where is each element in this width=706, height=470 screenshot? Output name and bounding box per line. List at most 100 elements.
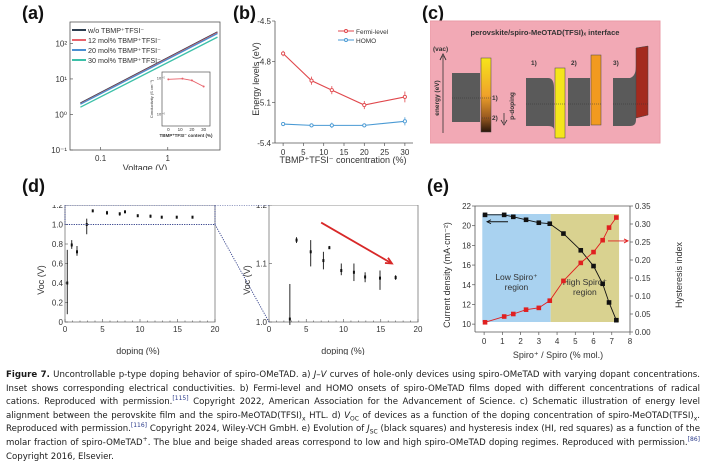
diagram-title: perovskite/spiro-MeOTAD(TFSI)ₓ interface <box>471 28 620 37</box>
y-axis-title-left: Current density (mA·cm⁻²) <box>442 222 452 328</box>
y-axis-title-left: Voc (V) <box>36 265 46 295</box>
inset-data-point <box>202 85 205 88</box>
x-tick-label: 5 <box>100 325 105 334</box>
x-tick-label: 1 <box>166 154 171 163</box>
data-point <box>501 212 507 218</box>
caption-jv: J–V <box>313 370 327 380</box>
perovskite-bent-band-3 <box>613 66 636 126</box>
reference-link[interactable]: [116] <box>130 422 148 430</box>
zoom-region-box <box>64 205 216 225</box>
x-tick-label: 5 <box>301 148 306 157</box>
series-line <box>80 32 218 105</box>
x-tick-label: 20 <box>414 325 423 334</box>
data-point <box>606 225 612 230</box>
conductivity-inset: 0 10 20 30 10⁻⁵ 10⁻⁶ TBMP⁺TFSI⁻ content (%) C… <box>149 71 213 138</box>
subscript: OC <box>350 415 359 423</box>
legend-label: w/o TBMP⁺TFSI⁻ <box>87 26 144 35</box>
y-tick-label: -5.1 <box>257 98 271 107</box>
data-point <box>482 319 488 325</box>
x-tick-label: 1 <box>500 337 505 346</box>
series-line <box>282 53 405 106</box>
data-point <box>536 305 542 311</box>
caption-text: Copyright 2022, American Association for… <box>6 397 700 421</box>
perovskite-block-case-2 <box>568 78 590 126</box>
x-tick-label: 0 <box>281 148 286 157</box>
data-point <box>70 243 73 247</box>
data-point <box>136 214 139 218</box>
plot-frame <box>64 205 216 323</box>
x-tick-label: 2 <box>518 337 523 346</box>
caption-text: . The blue and beige shaded areas corres… <box>147 437 688 448</box>
inset-x-tick-label: 0 <box>167 127 170 132</box>
data-point <box>76 250 78 254</box>
x-axis-title-left: doping (%) <box>116 346 160 355</box>
data-point <box>281 51 286 56</box>
y-tick-label-left: 14 <box>462 281 471 290</box>
y-tick-label: -4.8 <box>257 58 271 67</box>
x-tick-label: 0.1 <box>95 154 107 163</box>
data-point <box>149 214 152 218</box>
panel-label-c: (c) <box>422 3 444 23</box>
caption-text: of devices as a function of the doping c… <box>358 410 694 421</box>
y-axis-title-right: Hysteresis index <box>674 241 684 308</box>
data-point <box>118 212 121 216</box>
case-label-3: 3) <box>613 60 619 67</box>
data-point <box>295 238 298 242</box>
data-point <box>352 270 355 274</box>
data-point <box>561 278 566 284</box>
y-tick-label: 1.1 <box>256 260 268 269</box>
inset-y-tick-label: 10⁻⁶ <box>157 111 166 116</box>
legend-label: HOMO <box>356 38 376 45</box>
data-point <box>309 250 312 254</box>
inset-x-title: TBMP⁺TFSI⁻ content (%) <box>160 133 213 138</box>
diagram-c-energy-alignment: perovskite/spiro-MeOTAD(TFSI)ₓ interface… <box>430 20 661 144</box>
trend-arrowhead-icon <box>384 257 394 265</box>
reference-link[interactable]: [115] <box>172 395 189 403</box>
spiro-block-case-3 <box>635 45 649 119</box>
y-tick-label: 0.2 <box>52 299 64 308</box>
data-point <box>501 314 507 319</box>
y-tick-label-right: 0.25 <box>635 238 651 247</box>
caption-text: Copyright 2016, Elsevier. <box>6 451 114 462</box>
superscript: + <box>142 436 148 444</box>
x-axis-title-right: doping (%) <box>321 346 365 355</box>
legend-label: 30 mol% TBMP⁺TFSI⁻ <box>88 56 161 65</box>
legend-label: Fermi-level <box>356 29 389 36</box>
reference-link[interactable]: [86] <box>687 436 700 444</box>
data-point <box>281 121 286 127</box>
data-point <box>606 300 612 305</box>
data-point <box>614 215 619 220</box>
plot-frame <box>69 21 221 151</box>
data-point <box>362 102 367 108</box>
x-tick-label: 0 <box>63 325 68 334</box>
energy-arrowhead-icon <box>439 52 447 61</box>
y-tick-label-right: 0.00 <box>635 328 651 337</box>
y-tick-label: 10² <box>55 39 67 48</box>
chart-b-energy-levels: 0 5 10 15 20 25 30 -4.5 -4.8 -5.1 -5.4 Fermi-level… <box>251 17 413 165</box>
data-point <box>510 311 516 317</box>
y-tick-label-right: 0.30 <box>635 220 651 229</box>
zoom-connector <box>214 224 270 323</box>
data-point <box>322 259 325 263</box>
inset-y-tick-label: 10⁻⁵ <box>157 76 166 81</box>
x-tick-label: 5 <box>573 337 578 346</box>
figure-label: Figure 7. <box>6 370 50 380</box>
y-axis-title-right: Voc (V) <box>242 265 252 295</box>
y-tick-label-left: 22 <box>462 202 471 211</box>
data-point <box>523 217 529 223</box>
series-line <box>80 31 218 104</box>
data-point <box>362 123 367 128</box>
inset-data-point <box>190 79 193 82</box>
vac-label: (vac) <box>433 46 448 53</box>
data-point <box>191 215 194 219</box>
data-point <box>600 237 605 243</box>
data-point <box>402 119 407 124</box>
data-point <box>614 317 619 323</box>
y-tick-label: -4.5 <box>257 17 271 26</box>
right-arrowhead-icon <box>623 238 630 244</box>
data-point <box>402 94 407 99</box>
region-label: Low Spiro⁺ <box>495 272 538 282</box>
inset-x-tick-label: 30 <box>201 127 207 132</box>
level-label-2: 2) <box>492 115 498 122</box>
